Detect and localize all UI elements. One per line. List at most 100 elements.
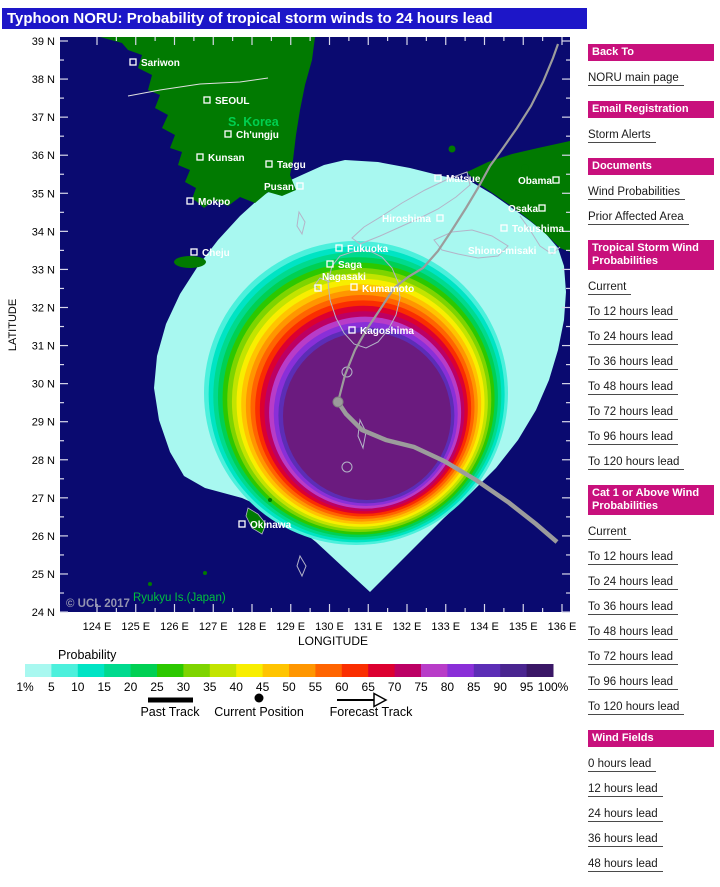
colorbar-segment — [130, 664, 158, 677]
sidebar-link[interactable]: To 12 hours lead — [588, 306, 679, 320]
map-credit: © UCL 2017 — [66, 598, 130, 610]
colorbar-segment — [341, 664, 369, 677]
legend-current-position-label: Current Position — [214, 705, 304, 719]
sidebar-link-row: To 12 hours lead — [588, 302, 714, 320]
sidebar-link[interactable]: To 24 hours lead — [588, 331, 679, 345]
probability-contour-center — [283, 332, 451, 500]
lat-tick-label: 38 N — [32, 74, 55, 86]
coastline-tsushima — [296, 210, 306, 236]
city-marker — [190, 248, 198, 256]
lat-tick-label: 26 N — [32, 531, 55, 543]
sidebar-link-row: To 96 hours lead — [588, 672, 714, 690]
sidebar-section: Wind Fields 0 hours lead 12 hours lead 24 h… — [588, 730, 714, 872]
city-marker — [196, 153, 204, 161]
sidebar-link[interactable]: 48 hours lead — [588, 858, 663, 872]
past-track-line — [336, 400, 559, 544]
colorbar-segment — [394, 664, 422, 677]
lat-tick-label: 24 N — [32, 607, 55, 619]
colorbar-tick-label: 75 — [414, 680, 428, 694]
sidebar-link[interactable]: Wind Probabilities — [588, 186, 686, 200]
lat-tick-label: 29 N — [32, 417, 55, 429]
colorbar-tick-label: 40 — [230, 680, 244, 694]
land-korea — [100, 37, 315, 208]
sidebar-section: Email Registration Storm Alerts — [588, 101, 714, 143]
coastline-tanegashima — [357, 418, 367, 450]
sidebar-link-row: To 72 hours lead — [588, 402, 714, 420]
sidebar-link-row: To 24 hours lead — [588, 327, 714, 345]
sidebar-link[interactable]: To 72 hours lead — [588, 406, 679, 420]
sidebar-section-header: Cat 1 or Above Wind Probabilities — [588, 485, 714, 515]
city-marker — [314, 284, 322, 292]
coastline-west-honshu — [351, 171, 471, 245]
sidebar-link-row: To 24 hours lead — [588, 572, 714, 590]
city-label: Okinawa — [250, 520, 292, 531]
lon-tick-label: 134 E — [470, 621, 499, 633]
city-label: SEOUL — [215, 96, 249, 107]
sidebar-section: Tropical Storm Wind Probabilities Current… — [588, 240, 714, 470]
lat-tick-label: 35 N — [32, 188, 55, 200]
sidebar-link-row: 12 hours lead — [588, 779, 714, 797]
sidebar-link[interactable]: Current — [588, 281, 632, 295]
y-axis-label: LATITUDE — [7, 299, 19, 351]
sidebar-nav: Back To NORU main page Email Registration S… — [588, 44, 714, 887]
korea-border-line — [127, 77, 269, 97]
city-marker — [296, 182, 304, 190]
sidebar-link-row: Current — [588, 277, 714, 295]
sidebar-link[interactable]: To 120 hours lead — [588, 456, 685, 470]
sidebar-link[interactable]: Storm Alerts — [588, 129, 656, 143]
lat-tick-label: 36 N — [32, 150, 55, 162]
city-label: Matsue — [446, 174, 481, 185]
colorbar-tick-label: 35 — [203, 680, 217, 694]
sidebar-link[interactable]: Current — [588, 526, 632, 540]
colorbar-tick-label: 50 — [282, 680, 296, 694]
coastline-small-island — [341, 461, 353, 473]
city-marker — [348, 326, 356, 334]
colorbar-segment — [473, 664, 501, 677]
sidebar-link[interactable]: NORU main page — [588, 72, 684, 86]
sidebar-link[interactable]: To 36 hours lead — [588, 356, 679, 370]
city-label: Kunsan — [208, 153, 245, 164]
forecast-track-line — [336, 43, 560, 403]
lon-tick-label: 132 E — [393, 621, 422, 633]
sidebar-link-row: To 48 hours lead — [588, 622, 714, 640]
city-marker — [552, 176, 560, 184]
lon-tick-label: 131 E — [354, 621, 383, 633]
colorbar-tick-label: 25 — [150, 680, 164, 694]
sidebar-link[interactable]: To 96 hours lead — [588, 431, 679, 445]
colorbar-tick-label: 55 — [309, 680, 323, 694]
city-label: Sariwon — [141, 58, 180, 69]
sidebar-link[interactable]: 12 hours lead — [588, 783, 663, 797]
sidebar-link[interactable]: Prior Affected Area — [588, 211, 689, 225]
city-label: Mokpo — [198, 197, 230, 208]
sidebar-link[interactable]: To 12 hours lead — [588, 551, 679, 565]
sidebar-link[interactable]: To 72 hours lead — [588, 651, 679, 665]
colorbar-tick-label: 85 — [467, 680, 481, 694]
sidebar-link[interactable]: 36 hours lead — [588, 833, 663, 847]
land-okinawa — [245, 507, 267, 535]
colorbar-segment — [209, 664, 237, 677]
page: { "title": "Typhoon NORU: Probability of… — [2, 8, 714, 872]
sidebar-link[interactable]: 0 hours lead — [588, 758, 657, 772]
city-label: Kagoshima — [360, 326, 414, 337]
city-marker — [238, 520, 246, 528]
sidebar-link-row: To 120 hours lead — [588, 452, 714, 470]
sidebar-link[interactable]: 24 hours lead — [588, 808, 663, 822]
sidebar-link-row: 0 hours lead — [588, 754, 714, 772]
sidebar-link-row: NORU main page — [588, 68, 714, 86]
sidebar-link[interactable]: To 48 hours lead — [588, 626, 679, 640]
colorbar-segment — [289, 664, 316, 677]
sidebar-link[interactable]: To 36 hours lead — [588, 601, 679, 615]
colorbar-tick-label: 65 — [362, 680, 376, 694]
lat-tick-label: 34 N — [32, 226, 55, 238]
city-label: Ch'ungju — [236, 130, 279, 141]
city-marker — [203, 96, 211, 104]
current-position-marker — [332, 396, 344, 408]
sidebar-link[interactable]: To 120 hours lead — [588, 701, 685, 715]
colorbar-segment — [315, 664, 343, 677]
sidebar-link[interactable]: To 24 hours lead — [588, 576, 679, 590]
colorbar-segment — [421, 664, 448, 677]
lon-tick-label: 126 E — [160, 621, 189, 633]
sidebar-link[interactable]: To 96 hours lead — [588, 676, 679, 690]
sidebar-link[interactable]: To 48 hours lead — [588, 381, 679, 395]
region-label-skorea: S. Korea — [228, 115, 280, 129]
